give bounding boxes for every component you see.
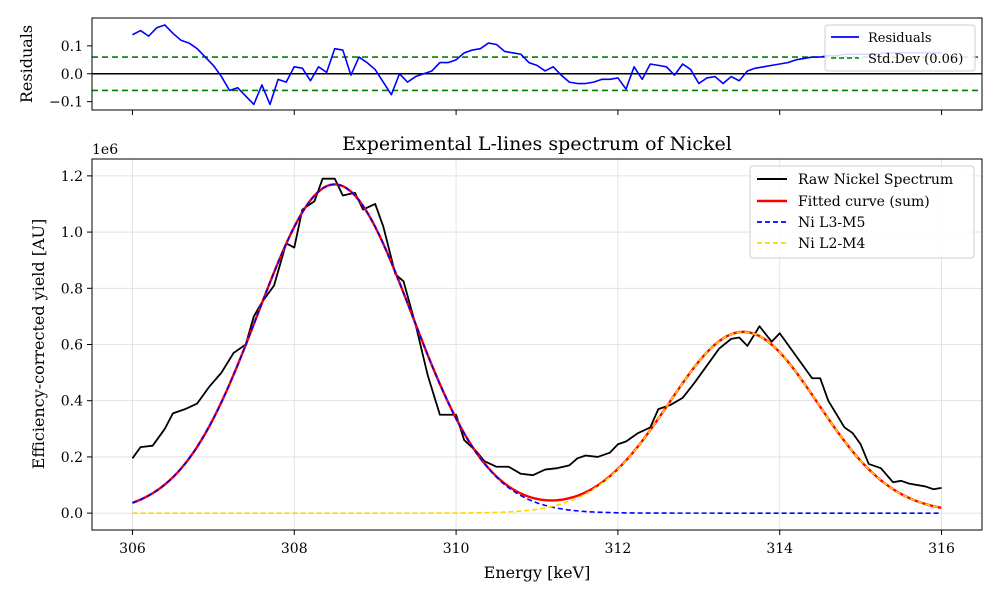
residuals-panel: 0.1 0.0 −0.1 Residuals Residuals Std.Dev (… xyxy=(17,17,983,115)
residuals-plot-frame xyxy=(91,17,983,111)
main-legend-box xyxy=(749,165,975,259)
y-tick-label: 1.0 xyxy=(61,225,83,241)
x-tick-label: 308 xyxy=(281,541,308,557)
l3-m5-legend-label: Ni L3-M5 xyxy=(798,215,865,231)
residuals-line xyxy=(132,24,942,106)
x-tick-label: 312 xyxy=(605,541,632,557)
residuals-legend: Residuals Std.Dev (0.06) xyxy=(824,24,976,72)
y-tick-label: 0.4 xyxy=(61,394,83,410)
residuals-y-tick-label: 0.0 xyxy=(61,67,83,83)
y-offset-label: 1e6 xyxy=(92,142,118,158)
y-tick-label: 0.6 xyxy=(61,338,83,354)
y-tick-label: 0.8 xyxy=(61,281,83,297)
main-legend: Raw Nickel Spectrum Fitted curve (sum) N… xyxy=(749,165,975,259)
x-tick-label: 316 xyxy=(928,541,955,557)
main-panel: Experimental L-lines spectrum of Nickel … xyxy=(29,133,983,582)
residuals-y-axis-label: Residuals xyxy=(17,25,36,103)
l3-m5-component-line xyxy=(132,183,942,514)
x-tick-label: 314 xyxy=(766,541,793,557)
residuals-legend-label: Residuals xyxy=(868,31,932,46)
residuals-y-tick-label: −0.1 xyxy=(49,95,83,111)
raw-spectrum-legend-label: Raw Nickel Spectrum xyxy=(798,172,953,188)
chart-title: Experimental L-lines spectrum of Nickel xyxy=(342,133,732,155)
y-axis-label: Efficiency-corrected yield [AU] xyxy=(29,219,48,470)
y-tick-label: 0.2 xyxy=(61,450,83,466)
x-tick-label: 310 xyxy=(443,541,470,557)
residuals-legend-box xyxy=(824,24,976,72)
y-tick-label: 0.0 xyxy=(61,506,83,522)
fitted-curve-legend-label: Fitted curve (sum) xyxy=(798,194,930,210)
residuals-y-tick-label: 0.1 xyxy=(61,39,83,55)
y-tick-label: 1.2 xyxy=(61,169,83,185)
raw-spectrum-line xyxy=(131,177,942,491)
std-dev-legend-label: Std.Dev (0.06) xyxy=(868,52,963,67)
l2-m4-legend-label: Ni L2-M4 xyxy=(798,236,865,252)
l2-m4-component-line xyxy=(132,331,942,514)
x-tick-label: 306 xyxy=(119,541,146,557)
x-axis-label: Energy [keV] xyxy=(484,563,591,582)
